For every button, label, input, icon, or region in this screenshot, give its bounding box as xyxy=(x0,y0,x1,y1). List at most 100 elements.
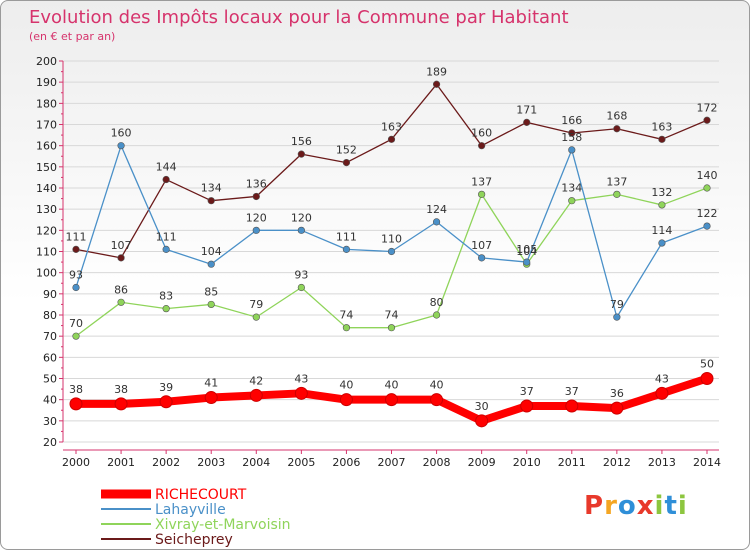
data-point-lahayville xyxy=(72,283,80,292)
data-label-xivray-et-marvoisin: 79 xyxy=(249,298,263,311)
logo-letter: o xyxy=(617,491,637,521)
data-point-lahayville xyxy=(613,313,621,321)
data-label-lahayville: 120 xyxy=(246,211,267,224)
data-labels: 111 107 144 134 136 156 152 163 189 160 171 166 168 1… xyxy=(66,65,718,413)
data-point-seicheprey xyxy=(207,197,215,205)
data-point-lahayville xyxy=(658,239,666,247)
data-label-xivray-et-marvoisin: 85 xyxy=(204,285,218,298)
data-label-lahayville: 114 xyxy=(651,224,672,237)
logo-letter: r xyxy=(604,491,618,521)
y-tick-label: 180 xyxy=(36,97,57,110)
data-label-richecourt: 40 xyxy=(385,379,399,392)
data-label-lahayville: 79 xyxy=(610,298,624,311)
data-label-seicheprey: 144 xyxy=(156,161,177,174)
data-point-lahayville xyxy=(162,245,170,253)
data-point-xivray-et-marvoisin xyxy=(342,324,351,332)
data-point-richecourt xyxy=(475,414,489,428)
data-label-lahayville: 105 xyxy=(516,243,537,256)
y-tick-label: 120 xyxy=(36,224,57,237)
data-point-seicheprey xyxy=(387,135,396,143)
data-point-xivray-et-marvoisin xyxy=(568,197,576,205)
data-point-xivray-et-marvoisin xyxy=(387,324,396,332)
x-tick-label: 2001 xyxy=(107,456,135,469)
x-tick-label: 2013 xyxy=(648,456,676,469)
y-tick-label: 110 xyxy=(36,246,57,259)
y-tick-label: 190 xyxy=(36,76,57,89)
data-label-richecourt: 40 xyxy=(430,379,444,392)
data-label-xivray-et-marvoisin: 140 xyxy=(697,169,718,182)
y-tick-label: 20 xyxy=(43,436,57,449)
data-label-seicheprey: 171 xyxy=(516,103,537,116)
data-point-xivray-et-marvoisin xyxy=(478,190,486,198)
data-label-richecourt: 38 xyxy=(114,383,128,396)
data-label-richecourt: 38 xyxy=(69,383,83,396)
data-point-richecourt xyxy=(385,393,398,407)
data-label-lahayville: 124 xyxy=(426,203,447,216)
data-label-lahayville: 110 xyxy=(381,233,402,246)
y-tick-label: 80 xyxy=(43,309,57,322)
data-label-richecourt: 37 xyxy=(565,385,579,398)
x-tick-label: 2010 xyxy=(513,456,541,469)
data-point-richecourt xyxy=(430,393,444,407)
legend-label-lahayville: Lahayville xyxy=(155,502,226,518)
data-point-xivray-et-marvoisin xyxy=(658,201,666,209)
data-label-lahayville: 160 xyxy=(111,127,132,140)
y-tick-label: 40 xyxy=(43,394,57,407)
x-tick-label: 2002 xyxy=(152,456,180,469)
data-point-richecourt xyxy=(204,391,218,405)
data-point-seicheprey xyxy=(252,192,260,201)
data-point-lahayville xyxy=(297,226,305,234)
data-label-lahayville: 93 xyxy=(69,268,83,281)
x-tick-label: 2009 xyxy=(468,456,496,469)
x-tick-label: 2014 xyxy=(693,456,721,469)
y-tick-label: 130 xyxy=(36,203,57,216)
x-tick-label: 2007 xyxy=(378,456,406,469)
data-point-seicheprey xyxy=(72,245,80,253)
data-label-seicheprey: 168 xyxy=(606,110,627,123)
data-label-richecourt: 43 xyxy=(655,372,669,385)
data-label-seicheprey: 152 xyxy=(336,144,357,157)
x-tick-label: 2000 xyxy=(62,456,90,469)
data-point-richecourt xyxy=(159,395,173,409)
data-point-seicheprey xyxy=(297,150,305,158)
data-label-richecourt: 30 xyxy=(475,400,489,413)
data-point-seicheprey xyxy=(342,159,351,167)
series-seicheprey xyxy=(72,80,711,262)
legend-label-seicheprey: Seicheprey xyxy=(155,532,233,548)
logo-letter: x xyxy=(636,491,655,521)
data-label-seicheprey: 166 xyxy=(561,114,582,127)
data-label-xivray-et-marvoisin: 137 xyxy=(471,175,492,188)
data-label-richecourt: 41 xyxy=(204,377,218,390)
axes: 20 30 40 50 60 70 80 90 100 110 120 130 140 150 160 170… xyxy=(36,55,721,469)
proxiti-logo: Proxiti xyxy=(584,491,688,521)
series-richecourt xyxy=(69,372,714,428)
data-point-lahayville xyxy=(117,142,125,150)
x-tick-label: 2005 xyxy=(287,456,315,469)
data-point-xivray-et-marvoisin xyxy=(703,184,711,192)
data-point-seicheprey xyxy=(568,129,576,137)
data-point-richecourt xyxy=(520,399,534,413)
x-tick-label: 2008 xyxy=(423,456,451,469)
data-point-seicheprey xyxy=(523,118,531,126)
data-label-xivray-et-marvoisin: 86 xyxy=(114,283,128,296)
data-point-seicheprey xyxy=(703,116,711,124)
data-point-xivray-et-marvoisin xyxy=(117,298,125,306)
data-point-lahayville xyxy=(387,247,396,256)
data-point-lahayville xyxy=(207,260,215,268)
data-label-richecourt: 36 xyxy=(610,387,624,400)
data-label-xivray-et-marvoisin: 70 xyxy=(69,317,83,330)
y-tick-label: 200 xyxy=(36,55,57,68)
data-label-lahayville: 111 xyxy=(336,230,357,243)
data-label-seicheprey: 172 xyxy=(697,101,718,114)
data-label-xivray-et-marvoisin: 134 xyxy=(561,182,582,195)
data-point-richecourt xyxy=(249,388,263,402)
data-label-xivray-et-marvoisin: 132 xyxy=(651,186,672,199)
data-label-lahayville: 107 xyxy=(471,239,492,252)
legend-label-richecourt: RICHECOURT xyxy=(155,487,247,503)
data-label-seicheprey: 163 xyxy=(651,120,672,133)
data-point-richecourt xyxy=(69,397,83,411)
data-point-seicheprey xyxy=(162,175,170,184)
data-label-richecourt: 40 xyxy=(339,379,353,392)
data-label-seicheprey: 134 xyxy=(201,182,222,195)
y-tick-label: 90 xyxy=(43,288,57,301)
